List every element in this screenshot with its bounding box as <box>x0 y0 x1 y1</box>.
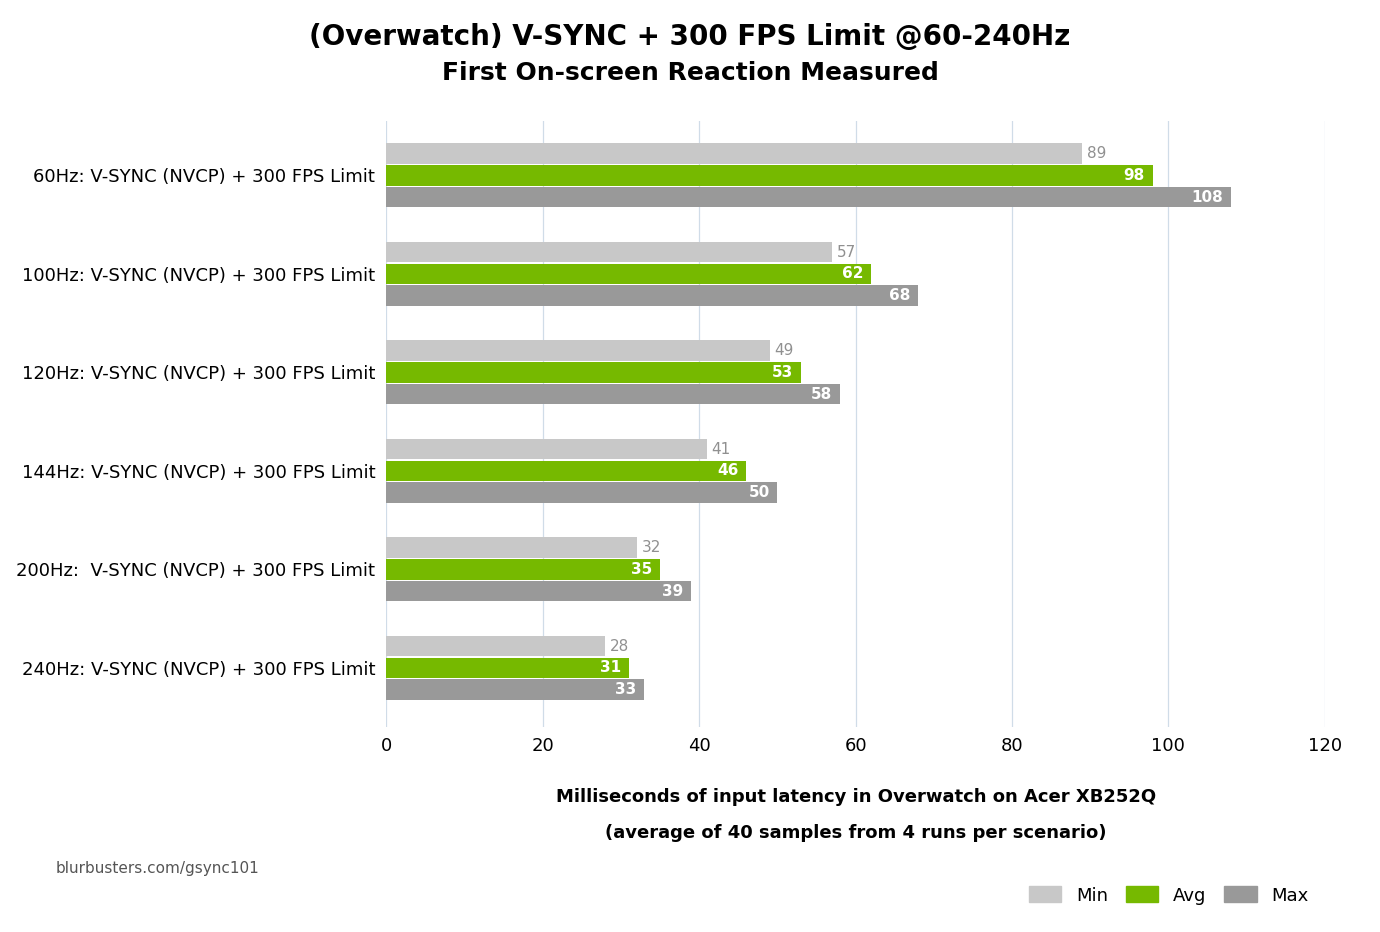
Bar <box>386 186 1231 207</box>
Legend: Min, Avg, Max: Min, Avg, Max <box>1021 879 1315 911</box>
Text: blurbusters.com/gsync101: blurbusters.com/gsync101 <box>55 861 259 876</box>
Text: 35: 35 <box>631 562 653 577</box>
Text: 89: 89 <box>1087 146 1107 161</box>
Bar <box>386 264 871 284</box>
Bar <box>386 636 606 656</box>
Bar <box>386 384 840 404</box>
Bar <box>386 165 1152 185</box>
Text: 32: 32 <box>642 541 661 555</box>
Text: 50: 50 <box>748 485 770 500</box>
Bar <box>386 581 691 601</box>
Text: 58: 58 <box>811 387 832 402</box>
Text: 28: 28 <box>610 638 629 653</box>
Bar <box>386 679 644 700</box>
Bar <box>386 538 636 558</box>
Text: (average of 40 samples from 4 runs per scenario): (average of 40 samples from 4 runs per s… <box>604 824 1107 842</box>
Bar <box>386 362 800 383</box>
Bar <box>386 285 918 306</box>
Text: 108: 108 <box>1191 189 1223 204</box>
Bar <box>386 439 707 459</box>
Bar <box>386 242 832 263</box>
Bar <box>386 482 777 503</box>
Bar <box>386 144 1082 164</box>
Text: 68: 68 <box>889 288 911 303</box>
Text: First On-screen Reaction Measured: First On-screen Reaction Measured <box>442 61 938 85</box>
Text: 62: 62 <box>842 267 864 281</box>
Text: 41: 41 <box>712 442 731 457</box>
Text: 53: 53 <box>771 364 793 380</box>
Text: 57: 57 <box>836 245 856 260</box>
Bar <box>386 559 660 580</box>
Text: 33: 33 <box>615 682 636 697</box>
Text: 39: 39 <box>662 583 683 598</box>
Bar <box>386 460 747 481</box>
Text: (Overwatch) V-SYNC + 300 FPS Limit @60-240Hz: (Overwatch) V-SYNC + 300 FPS Limit @60-2… <box>309 23 1071 51</box>
Text: 31: 31 <box>600 661 621 676</box>
Text: 98: 98 <box>1123 168 1145 183</box>
Text: 46: 46 <box>718 463 738 478</box>
Bar <box>386 340 770 361</box>
Text: 49: 49 <box>774 343 793 358</box>
Text: Milliseconds of input latency in Overwatch on Acer XB252Q: Milliseconds of input latency in Overwat… <box>556 788 1155 805</box>
Bar <box>386 658 629 678</box>
